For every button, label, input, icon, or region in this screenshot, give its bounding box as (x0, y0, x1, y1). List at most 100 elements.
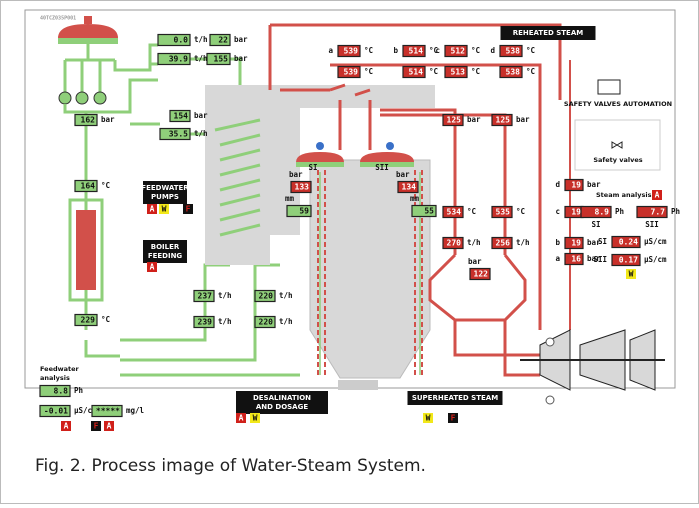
title-text: DESALINATION (253, 394, 311, 402)
reading-value: ***** (96, 407, 120, 416)
reading-unit: bar (468, 257, 482, 266)
reading-unit: t/h (194, 35, 208, 44)
reading-value: 0.0 (174, 36, 189, 45)
reading-label: SI (591, 220, 600, 229)
reading-unit: °C (101, 181, 110, 190)
reading-unit: t/h (279, 317, 293, 326)
reading-unit: bar (289, 170, 303, 179)
reading-label: d (490, 46, 495, 55)
reading-value: 512 (451, 47, 466, 56)
reading-value: 539 (344, 68, 359, 77)
reading-unit: t/h (194, 129, 208, 138)
reading-value: 0.24 (619, 238, 638, 247)
figure: 40TCZ035P001 Fig. 2. Process image of Wa… (0, 0, 699, 504)
reading-value: 134 (402, 183, 417, 192)
reading-value: 164 (81, 182, 96, 191)
reading-unit: mm (285, 194, 295, 203)
reading-value: -0.01 (44, 407, 68, 416)
reading-value: 538 (506, 68, 521, 77)
reading-value: 237 (198, 292, 213, 301)
reading-value: 534 (447, 208, 462, 217)
reading-unit: °C (526, 46, 535, 55)
reading-unit: °C (429, 67, 438, 76)
reading-value: 122 (474, 270, 489, 279)
indicator-text: A (239, 414, 244, 423)
reading-label: b (393, 46, 398, 55)
reading-unit: Ph (615, 207, 624, 216)
drum-label: SII (375, 163, 389, 172)
indicator-text: W (629, 270, 634, 279)
title-text: FEEDING (148, 252, 183, 260)
reading-label: d (555, 180, 560, 189)
reading-unit: °C (471, 46, 480, 55)
reading-value: 220 (259, 292, 274, 301)
indicator-text: A (107, 422, 112, 431)
indicator-text: A (150, 205, 155, 214)
title-text: Steam analysis (596, 191, 652, 199)
indicator-text: W (426, 414, 431, 423)
reading-value: 229 (81, 316, 96, 325)
reading-value: 125 (496, 116, 511, 125)
caption: Fig. 2. Process image of Water-Steam Sys… (35, 456, 426, 476)
reading-unit: t/h (194, 54, 208, 63)
reading-value: 59 (299, 207, 309, 216)
reading-unit: bar (516, 115, 530, 124)
reading-unit: mm (410, 194, 420, 203)
reading-unit: t/h (218, 291, 232, 300)
title-text: Feedwater (40, 365, 80, 373)
indicator-text: F (94, 422, 99, 431)
reading-label: SII (645, 220, 659, 229)
title-text: AND DOSAGE (256, 403, 308, 411)
title-text: PUMPS (151, 193, 179, 201)
reading-value: 535 (496, 208, 511, 217)
reading-unit: °C (364, 46, 373, 55)
indicator-text: W (253, 414, 258, 423)
reading-value: 162 (81, 116, 96, 125)
indicator-text: F (186, 205, 191, 214)
reading-unit: mg/l (126, 406, 144, 415)
reading-value: 539 (344, 47, 359, 56)
reading-unit: Ph (671, 207, 680, 216)
title-text: BOILER (151, 243, 180, 251)
reading-value: 239 (198, 318, 213, 327)
reading-unit: µS/cm (644, 237, 667, 246)
reading-value: 16 (571, 255, 581, 264)
indicator-text: W (162, 205, 167, 214)
reading-value: 7.7 (651, 208, 666, 217)
reading-unit: bar (234, 54, 248, 63)
reading-value: 0.17 (619, 256, 638, 265)
indicator-text: A (655, 191, 660, 200)
reading-label: a (328, 46, 333, 55)
reading-value: 8.9 (595, 208, 610, 217)
title-text: analysis (40, 374, 70, 382)
reading-unit: t/h (467, 238, 481, 247)
reading-value: 514 (409, 47, 424, 56)
title-text: Safety valves (593, 156, 642, 164)
reading-unit: t/h (516, 238, 530, 247)
title-text: FEEDWATER (141, 184, 189, 192)
reading-value: 513 (451, 68, 466, 77)
reading-unit: °C (101, 315, 110, 324)
reading-value: 19 (571, 239, 581, 248)
reading-unit: °C (526, 67, 535, 76)
reading-value: 39.9 (169, 55, 188, 64)
reading-label: c (555, 207, 560, 216)
reading-value: 19 (571, 181, 581, 190)
drum-label: SI (308, 163, 317, 172)
title-text: REHEATED STEAM (513, 29, 584, 37)
reading-value: 8.8 (54, 387, 69, 396)
screen-tag: 40TCZ035P001 (40, 16, 76, 22)
reading-unit: bar (396, 170, 410, 179)
reading-value: 154 (174, 112, 189, 121)
reading-value: 155 (214, 55, 229, 64)
reading-unit: t/h (279, 291, 293, 300)
reading-unit: bar (194, 111, 208, 120)
reading-value: 125 (447, 116, 462, 125)
reading-unit: bar (234, 35, 248, 44)
title-text: SUPERHEATED STEAM (412, 394, 498, 402)
reading-unit: µS/cm (644, 255, 667, 264)
reading-unit: bar (467, 115, 481, 124)
reading-unit: °C (471, 67, 480, 76)
reading-unit: Ph (74, 386, 83, 395)
reading-label: SII (593, 255, 607, 264)
